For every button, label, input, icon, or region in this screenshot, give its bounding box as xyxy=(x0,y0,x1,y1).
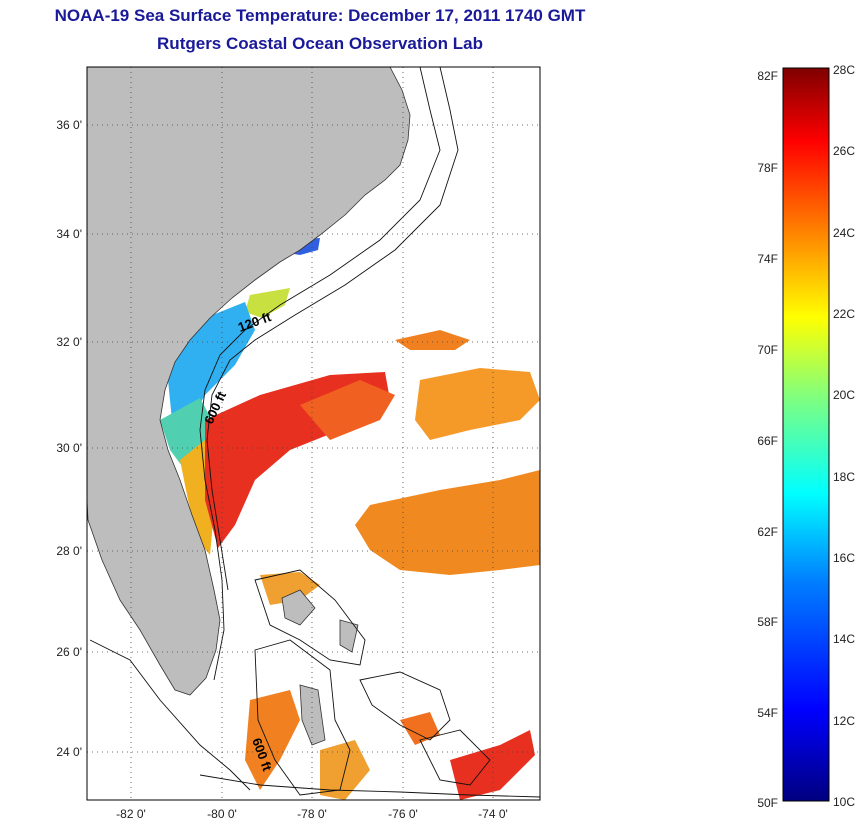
y-tick-label: 34 0' xyxy=(56,227,82,241)
x-tick-label: -80 0' xyxy=(207,807,237,821)
colorbar-c-label: 16C xyxy=(833,551,855,565)
sst-patch xyxy=(355,470,540,575)
map-subtitle: Rutgers Coastal Ocean Observation Lab xyxy=(157,34,483,53)
y-axis-ticks: 36 0' 34 0' 32 0' 30 0' 28 0' 26 0' 24 0… xyxy=(56,118,82,759)
y-tick-label: 26 0' xyxy=(56,645,82,659)
sst-patch xyxy=(450,730,535,800)
x-tick-label: -82 0' xyxy=(116,807,146,821)
graticule xyxy=(87,67,540,800)
y-tick-label: 30 0' xyxy=(56,441,82,455)
sst-patch xyxy=(415,368,540,440)
x-tick-label: -78 0' xyxy=(297,807,327,821)
colorbar-c-label: 26C xyxy=(833,144,855,158)
y-tick-label: 28 0' xyxy=(56,544,82,558)
colorbar-f-label: 50F xyxy=(757,796,778,810)
x-tick-label: -74 0' xyxy=(478,807,508,821)
sst-patch xyxy=(260,572,320,605)
sst-data-layer xyxy=(160,238,540,800)
sst-patch xyxy=(245,690,300,790)
colorbar-f-label: 82F xyxy=(757,69,778,83)
map-title: NOAA-19 Sea Surface Temperature: Decembe… xyxy=(54,6,586,25)
colorbar-c-label: 18C xyxy=(833,470,855,484)
x-axis-ticks: -82 0' -80 0' -78 0' -76 0' -74 0' xyxy=(116,807,508,821)
colorbar-f-label: 62F xyxy=(757,525,778,539)
colorbar-c-label: 20C xyxy=(833,388,855,402)
colorbar-f-label: 70F xyxy=(757,343,778,357)
y-tick-label: 24 0' xyxy=(56,745,82,759)
colorbar-c-label: 24C xyxy=(833,226,855,240)
sst-patch xyxy=(245,288,290,318)
sst-patch xyxy=(400,712,440,745)
colorbar-f-label: 66F xyxy=(757,434,778,448)
colorbar xyxy=(782,67,830,802)
colorbar-f-label: 58F xyxy=(757,615,778,629)
island xyxy=(299,684,326,746)
colorbar-f-label: 74F xyxy=(757,252,778,266)
colorbar-f-label: 78F xyxy=(757,161,778,175)
colorbar-c-label: 10C xyxy=(833,795,855,809)
y-tick-label: 32 0' xyxy=(56,335,82,349)
isobath-contours xyxy=(89,67,540,798)
sst-patch xyxy=(300,380,395,440)
land-mass xyxy=(87,67,411,696)
colorbar-fahrenheit-labels: 82F 78F 74F 70F 66F 62F 58F 54F 50F xyxy=(757,69,778,810)
map-border xyxy=(86,66,541,801)
colorbar-c-label: 12C xyxy=(833,714,855,728)
colorbar-c-label: 14C xyxy=(833,632,855,646)
island xyxy=(281,589,316,626)
colorbar-f-label: 54F xyxy=(757,706,778,720)
colorbar-c-label: 28C xyxy=(833,63,855,77)
sst-patch xyxy=(395,330,470,350)
colorbar-celsius-labels: 28C 26C 24C 22C 20C 18C 16C 14C 12C 10C xyxy=(833,63,855,809)
x-tick-label: -76 0' xyxy=(388,807,418,821)
y-tick-label: 36 0' xyxy=(56,118,82,132)
colorbar-c-label: 22C xyxy=(833,307,855,321)
